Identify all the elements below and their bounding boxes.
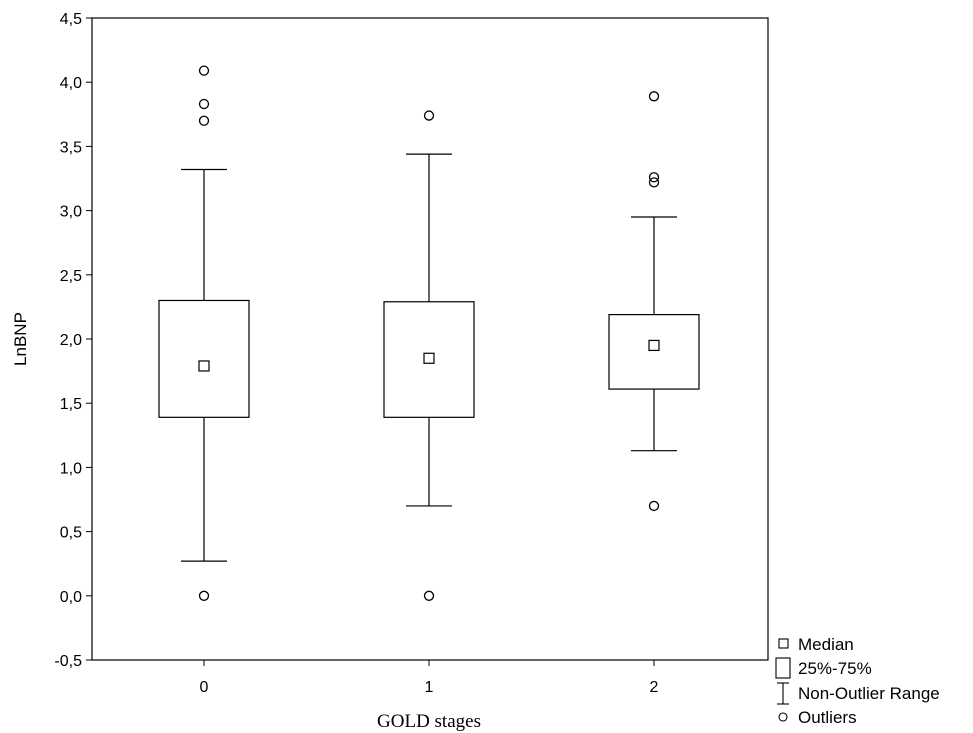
x-tick-label: 1 [425,679,434,696]
legend-item-circle: Outliers [778,708,857,727]
y-tick-label: 1,0 [60,460,82,477]
box-group-0 [158,65,250,601]
legend-label: Median [798,635,854,654]
x-tick-label: 2 [650,679,659,696]
x-axis-title: GOLD stages [377,711,481,732]
legend-median-icon [778,638,789,649]
median-marker [648,339,660,352]
y-axis-title: LnBNP [11,312,30,366]
outlier-point [648,91,660,102]
legend: Median 25%-75% Non-Outlier Range Outliers [775,635,940,727]
outlier-point [423,590,435,601]
outlier-point [648,172,660,183]
y-tick-label: 2,5 [60,268,82,285]
y-tick-label: -0,5 [54,653,82,670]
legend-item-box: 25%-75% [775,657,872,679]
iqr-box [608,314,700,390]
outlier-point [198,590,210,601]
y-tick-label: 2,0 [60,332,82,349]
legend-item-whisker: Non-Outlier Range [777,682,940,705]
legend-label: Non-Outlier Range [798,684,940,703]
x-axis: 0 1 2 [200,660,659,696]
iqr-box [158,299,250,418]
median-marker [198,360,210,372]
x-tick-label: 0 [200,679,209,696]
median-marker [423,352,435,364]
y-tick-label: 1,5 [60,396,82,413]
y-tick-label: 0,0 [60,589,82,606]
legend-label: Outliers [798,708,857,727]
legend-box-icon [775,657,791,679]
legend-label: 25%-75% [798,659,872,678]
box-group-1 [383,110,475,601]
y-tick-label: 3,0 [60,204,82,221]
y-tick-label: 0,5 [60,525,82,542]
legend-item-square: Median [778,635,854,654]
legend-outlier-icon [778,712,788,722]
outlier-point [648,177,660,188]
outlier-point [648,500,660,512]
y-axis: -0,5 0,0 0,5 1,0 1,5 2,0 2,5 3,0 3,5 4,0 4,5 [54,11,92,670]
outlier-point [198,115,210,126]
y-tick-label: 3,5 [60,139,82,156]
outlier-point [198,65,210,76]
y-tick-label: 4,0 [60,75,82,92]
outlier-point [423,110,435,121]
box-group-2 [608,91,700,512]
boxes-group [158,65,700,601]
outlier-point [198,98,210,110]
y-tick-label: 4,5 [60,11,82,28]
